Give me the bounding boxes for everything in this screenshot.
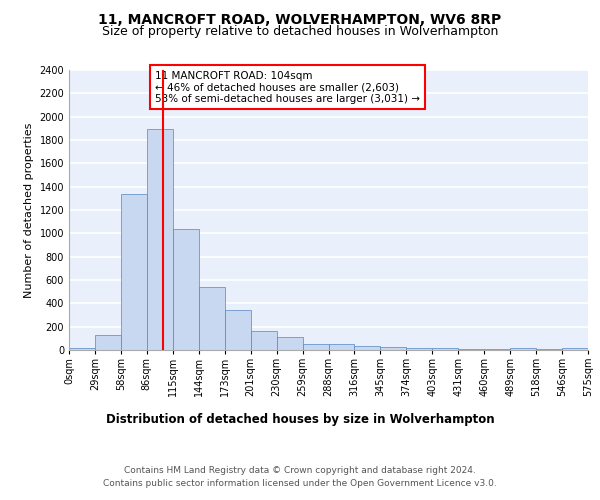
Bar [433,348,458,350]
Bar [95,335,121,350]
Bar [225,310,251,350]
Bar [251,332,277,350]
Text: 11 MANCROFT ROAD: 104sqm
← 46% of detached houses are smaller (2,603)
53% of sem: 11 MANCROFT ROAD: 104sqm ← 46% of detach… [155,70,420,104]
Text: 11, MANCROFT ROAD, WOLVERHAMPTON, WV6 8RP: 11, MANCROFT ROAD, WOLVERHAMPTON, WV6 8R… [98,12,502,26]
Bar [277,337,302,350]
Bar [406,348,432,350]
Text: Contains HM Land Registry data © Crown copyright and database right 2024.
Contai: Contains HM Land Registry data © Crown c… [103,466,497,487]
Bar [510,348,536,350]
Bar [355,346,380,350]
Bar [69,348,95,350]
Bar [302,344,329,350]
Text: Distribution of detached houses by size in Wolverhampton: Distribution of detached houses by size … [106,412,494,426]
Y-axis label: Number of detached properties: Number of detached properties [24,122,34,298]
Bar [380,346,406,350]
Bar [562,348,588,350]
Bar [173,228,199,350]
Bar [199,287,224,350]
Bar [121,194,147,350]
Bar [329,344,355,350]
Text: Size of property relative to detached houses in Wolverhampton: Size of property relative to detached ho… [102,25,498,38]
Bar [458,349,484,350]
Bar [147,130,173,350]
